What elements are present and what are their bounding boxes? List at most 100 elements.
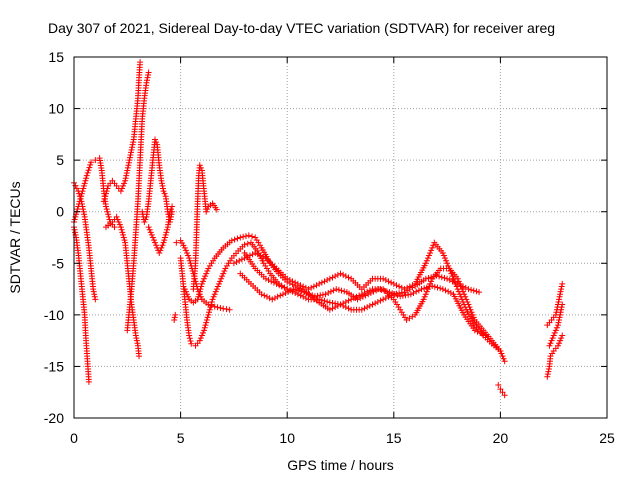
data-point: [318, 279, 325, 286]
data-point: [196, 288, 203, 295]
data-point: [557, 337, 564, 344]
data-point: [159, 182, 166, 189]
data-point: [120, 231, 127, 238]
data-point: [364, 288, 371, 295]
data-point: [372, 300, 379, 307]
data-point: [558, 306, 565, 313]
data-point: [284, 286, 291, 293]
data-point: [158, 180, 165, 187]
data-point: [370, 288, 377, 295]
data-point: [269, 296, 276, 303]
data-point: [335, 286, 342, 293]
data-point: [76, 198, 83, 205]
data-point: [240, 233, 247, 240]
data-point: [393, 282, 400, 289]
data-point: [429, 282, 436, 289]
data-point: [380, 275, 387, 282]
data-point: [423, 284, 430, 291]
data-point: [553, 324, 560, 331]
data-point: [197, 286, 204, 293]
data-point: [85, 378, 92, 385]
data-point: [114, 216, 121, 223]
data-point: [454, 286, 461, 293]
data-point: [123, 170, 130, 177]
series-s5: [102, 213, 143, 360]
data-point: [398, 289, 405, 296]
data-point: [117, 224, 124, 231]
data-point: [241, 255, 248, 262]
data-point: [160, 185, 167, 192]
data-point: [202, 322, 209, 329]
data-point: [169, 203, 176, 210]
series-s11: [177, 239, 291, 349]
data-point: [161, 234, 168, 241]
data-point: [297, 292, 304, 299]
data-point: [103, 206, 110, 213]
data-point: [118, 226, 125, 233]
data-point: [390, 280, 397, 287]
data-point: [252, 249, 259, 256]
data-point: [423, 257, 430, 264]
data-point: [369, 301, 376, 308]
data-point: [182, 288, 189, 295]
y-axis-title: SDTVAR / TECUs: [7, 181, 23, 293]
data-point: [104, 208, 111, 215]
data-point: [477, 329, 484, 336]
data-point: [153, 139, 160, 146]
data-point: [471, 327, 478, 334]
data-point: [497, 347, 504, 354]
data-point: [237, 234, 244, 241]
data-point: [340, 271, 347, 278]
data-point: [357, 295, 364, 302]
data-point: [208, 298, 215, 305]
data-point: [342, 304, 349, 311]
data-point: [86, 164, 93, 171]
data-point: [424, 255, 431, 262]
data-point: [274, 293, 281, 300]
data-point: [446, 265, 453, 272]
data-point: [556, 340, 563, 347]
data-point: [80, 208, 87, 215]
series-s18: [544, 332, 566, 380]
data-point: [156, 249, 163, 256]
data-point: [558, 304, 565, 311]
data-point: [310, 283, 317, 290]
data-point: [186, 335, 193, 342]
data-point: [71, 216, 78, 223]
data-point: [282, 289, 289, 296]
data-point: [276, 282, 283, 289]
data-point: [437, 285, 444, 292]
data-point: [147, 229, 154, 236]
data-point: [188, 340, 195, 347]
series-s6: [124, 69, 152, 334]
data-point: [105, 211, 112, 218]
data-point: [306, 291, 313, 298]
data-point: [430, 273, 437, 280]
data-point: [501, 392, 508, 399]
data-point: [211, 303, 218, 310]
x-tick-label: 15: [386, 430, 402, 446]
data-point: [358, 306, 365, 313]
data-point: [345, 297, 352, 304]
data-point: [318, 297, 325, 304]
data-point: [427, 249, 434, 256]
data-point: [556, 293, 563, 300]
data-point: [90, 288, 97, 295]
data-point: [544, 373, 551, 380]
data-point: [316, 280, 323, 287]
data-point: [362, 292, 369, 299]
data-point: [136, 353, 143, 360]
data-point: [217, 278, 224, 285]
series-s9: [171, 311, 179, 324]
data-point: [152, 239, 159, 246]
data-point: [421, 285, 428, 292]
data-point: [386, 289, 393, 296]
data-point: [273, 280, 280, 287]
data-point: [342, 298, 349, 305]
data-point: [182, 247, 189, 254]
data-point: [454, 280, 461, 287]
data-point: [469, 311, 476, 318]
data-point: [557, 291, 564, 298]
data-point: [498, 350, 505, 357]
data-point: [545, 368, 552, 375]
